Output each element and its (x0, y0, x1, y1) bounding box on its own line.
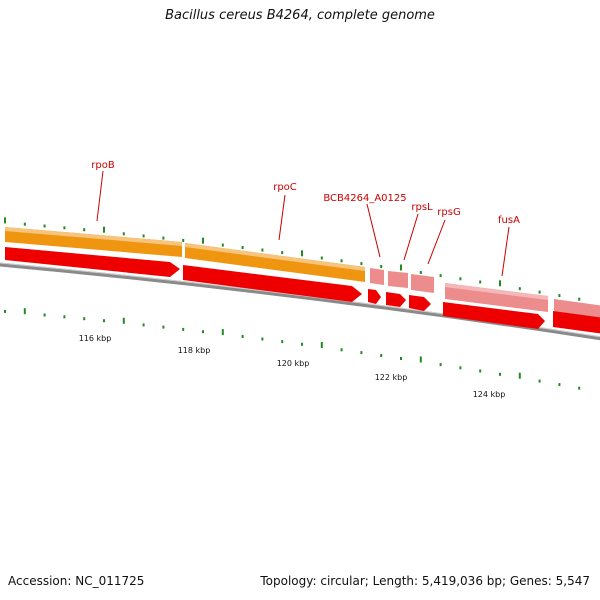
leader-rpsL (403, 213, 419, 261)
gene-arrow-7 (553, 311, 600, 334)
kbp-label-122: 122 kbp (375, 373, 408, 382)
gene-block-rpoB-shade (5, 227, 182, 246)
gene-label-BCB4264_A0125: BCB4264_A0125 (323, 193, 406, 204)
lower-gene-track (5, 247, 600, 334)
leader-rpoC (278, 194, 286, 241)
leader-fusA (501, 226, 510, 277)
gene-label-rpsG: rpsG (437, 207, 460, 218)
leader-BCB4264_A0125 (366, 203, 381, 258)
gene-arrow-3 (368, 289, 381, 304)
gene-block-rpoC-shade (185, 243, 365, 271)
gene-label-rpsL: rpsL (411, 202, 433, 213)
gene-block-fusA-shade (445, 283, 548, 300)
topology-text: Topology: circular; Length: 5,419,036 bp… (260, 574, 590, 588)
map-title: Bacillus cereus B4264, complete genome (165, 8, 435, 23)
leader-rpoB (96, 170, 104, 222)
kbp-label-118: 118 kbp (178, 346, 211, 355)
gene-label-fusA: fusA (498, 215, 520, 226)
kbp-label-120: 120 kbp (277, 359, 310, 368)
gene-block-rpsG (411, 274, 434, 293)
gene-arrow-1 (5, 247, 180, 277)
gene-arrow-4 (386, 292, 406, 307)
kbp-label-116: 116 kbp (79, 334, 112, 343)
upper-gene-track (5, 227, 600, 322)
leader-rpsG (427, 219, 446, 265)
gene-block-rpsL (388, 271, 408, 288)
gene-labels: rpoB rpoC BCB4264_A0125 rpsL rpsG fusA (91, 160, 520, 277)
gene-block-BCB4264_A0125 (370, 268, 384, 285)
gene-arrow-2 (183, 265, 362, 302)
top-tick-marks (4, 217, 581, 301)
gene-arrow-5 (409, 295, 431, 311)
gene-label-rpoC: rpoC (273, 182, 297, 193)
accession-text: Accession: NC_011725 (8, 574, 145, 588)
kbp-scale: 116 kbp 118 kbp 120 kbp 122 kbp 124 kbp (79, 334, 506, 399)
kbp-label-124: 124 kbp (473, 390, 506, 399)
bottom-tick-marks (4, 308, 581, 390)
gene-arrow-6 (443, 302, 545, 329)
gene-label-rpoB: rpoB (91, 160, 115, 171)
